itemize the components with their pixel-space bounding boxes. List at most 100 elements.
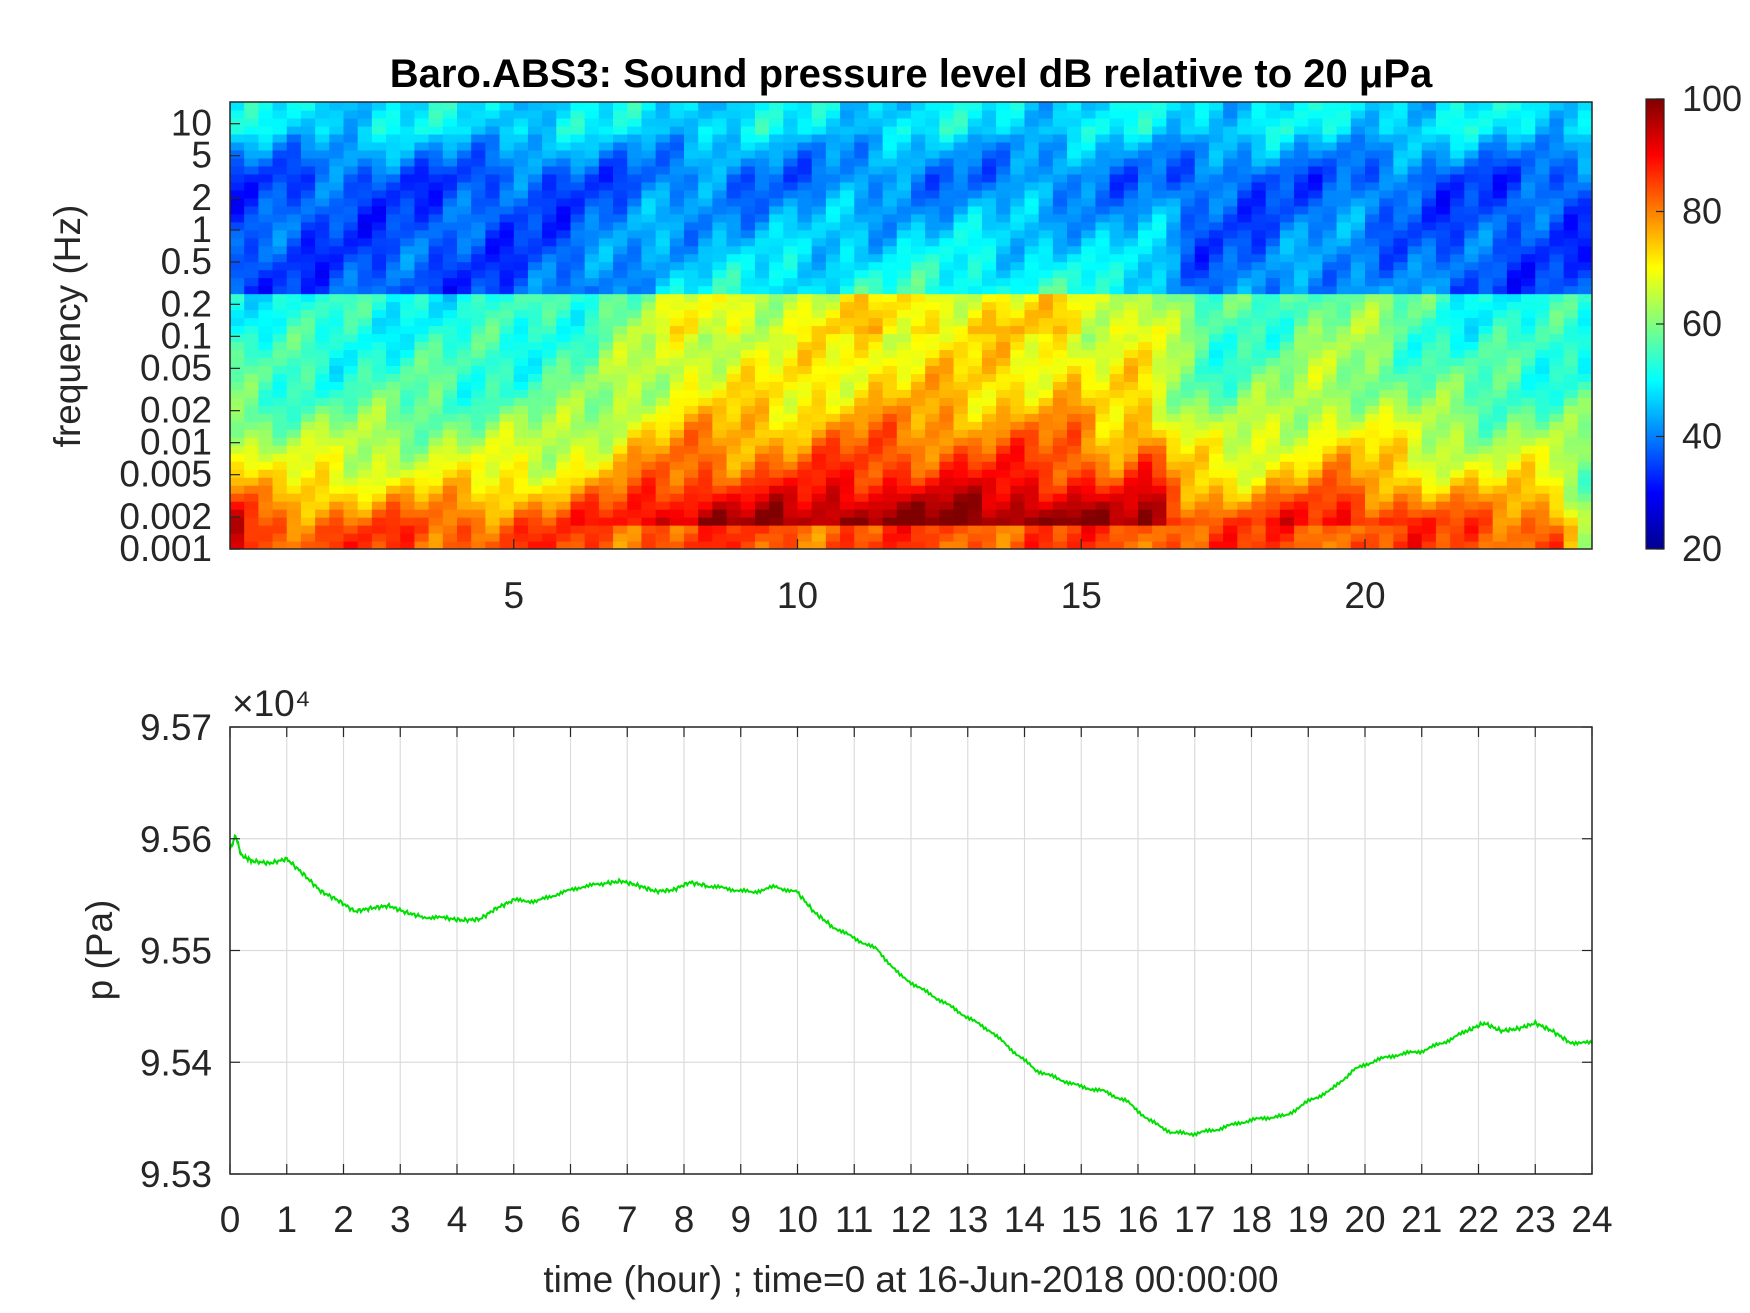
spectrogram-cell [1166, 517, 1182, 526]
spectrogram-cell [1350, 349, 1366, 359]
spectrogram-cell [513, 181, 529, 191]
spectrogram-cell [1265, 102, 1281, 111]
spectrogram-cell [1365, 405, 1380, 414]
spectrogram-cell [1336, 541, 1352, 549]
spectrogram-cell [825, 405, 841, 414]
spectrogram-cell [1123, 149, 1139, 159]
spectrogram-cell [797, 125, 813, 135]
spectrogram-cell [769, 453, 784, 462]
spectrogram-cell [726, 125, 742, 135]
spectrogram-cell [1308, 269, 1324, 279]
spectrogram-cell [1393, 285, 1409, 295]
spectrogram-cell [1365, 261, 1380, 271]
spectrogram-cell [428, 125, 444, 135]
spectrogram-cell [1421, 133, 1437, 143]
spectrogram-cell [740, 453, 756, 462]
spectrogram-cell [513, 317, 529, 327]
spectrogram-cell [386, 333, 401, 343]
spectrogram-cell [882, 365, 898, 374]
spectrogram-cell [244, 541, 259, 549]
spectrogram-cell [343, 325, 359, 335]
spectrogram-cell [499, 269, 515, 279]
spectrogram-cell [428, 509, 444, 518]
spectrogram-cell [258, 165, 274, 175]
spectrogram-cell [868, 373, 884, 382]
spectrogram-cell [712, 149, 728, 159]
spectrogram-cell [1294, 181, 1309, 191]
spectrogram-cell [343, 181, 359, 191]
spectrogram-cell [300, 213, 316, 223]
spectrogram-cell [769, 525, 784, 534]
spectrogram-cell [1407, 102, 1423, 111]
spectrogram-cell [754, 501, 770, 510]
spectrogram-cell [442, 397, 458, 406]
spectrogram-cell [315, 501, 330, 510]
spectrogram-cell [1265, 485, 1281, 494]
spectrogram-cell [598, 525, 614, 534]
spectrogram-cell [272, 133, 288, 143]
spectrogram-cell [868, 245, 884, 255]
spectrogram-cell [854, 485, 870, 494]
spectrogram-cell [1450, 445, 1465, 454]
spectrogram-cell [357, 189, 373, 199]
spectrogram-cell [329, 333, 345, 343]
spectrogram-cell [840, 253, 855, 263]
spectrogram-cell [1152, 477, 1167, 486]
spectrogram-cell [996, 461, 1011, 470]
spectrogram-cell [1492, 461, 1508, 470]
spectrogram-cell [1223, 133, 1238, 143]
spectrogram-cell [1251, 317, 1267, 327]
spectrogram-cell [542, 437, 557, 446]
spectrogram-cell [911, 533, 926, 542]
spectrogram-cell [315, 453, 330, 462]
spectrogram-cell [641, 389, 657, 398]
spectrogram-cell [1478, 501, 1494, 510]
spectrogram-cell [485, 509, 501, 518]
spectrogram-cell [797, 317, 813, 327]
spectrogram-cell [811, 317, 827, 327]
spectrogram-cell [357, 453, 373, 462]
spectrogram-cell [754, 485, 770, 494]
spectrogram-cell [1279, 165, 1295, 175]
spectrogram-cell [1251, 165, 1267, 175]
spectrogram-cell [343, 341, 359, 351]
spectrogram-cell [1138, 413, 1153, 422]
spectrogram-cell [286, 277, 302, 287]
spectrogram-cell [911, 477, 926, 486]
spectrogram-cell [1279, 485, 1295, 494]
spectrogram-cell [556, 509, 572, 518]
spectrogram-cell [811, 102, 827, 111]
spectrogram-cell [684, 381, 699, 390]
spectrogram-cell [329, 397, 345, 406]
spectrogram-cell [1038, 189, 1054, 199]
spectrogram-cell [1379, 501, 1394, 510]
spectrogram-cell [357, 181, 373, 191]
spectrogram-cell [1407, 365, 1423, 374]
spectrogram-cell [527, 173, 543, 183]
spectrogram-cell [1421, 525, 1437, 534]
spectrogram-cell [414, 397, 430, 406]
spectrogram-cell [1421, 493, 1437, 502]
spectrogram-cell [698, 189, 713, 199]
spectrogram-cell [939, 141, 955, 151]
spectrogram-cell [1279, 133, 1295, 143]
spectrogram-cell [1478, 517, 1494, 526]
spectrogram-cell [1336, 213, 1352, 223]
spectrogram-cell [471, 133, 486, 143]
spectrogram-cell [1322, 453, 1338, 462]
spectrogram-cell [556, 125, 572, 135]
spectrogram-cell [315, 517, 330, 526]
spectrogram-cell [1095, 501, 1111, 510]
spectrogram-cell [811, 341, 827, 351]
spectrogram-cell [1010, 197, 1026, 207]
spectrogram-cell [1279, 301, 1295, 311]
spectrogram-cell [371, 493, 387, 502]
spectrogram-cell [684, 365, 699, 374]
spectrogram-cell [1478, 509, 1494, 518]
spectrogram-cell [854, 277, 870, 287]
spectrogram-cell [343, 149, 359, 159]
spectrogram-cell [627, 461, 643, 470]
spectrogram-cell [698, 213, 713, 223]
spectrogram-cell [1152, 205, 1167, 215]
spectrogram-cell [641, 357, 657, 367]
